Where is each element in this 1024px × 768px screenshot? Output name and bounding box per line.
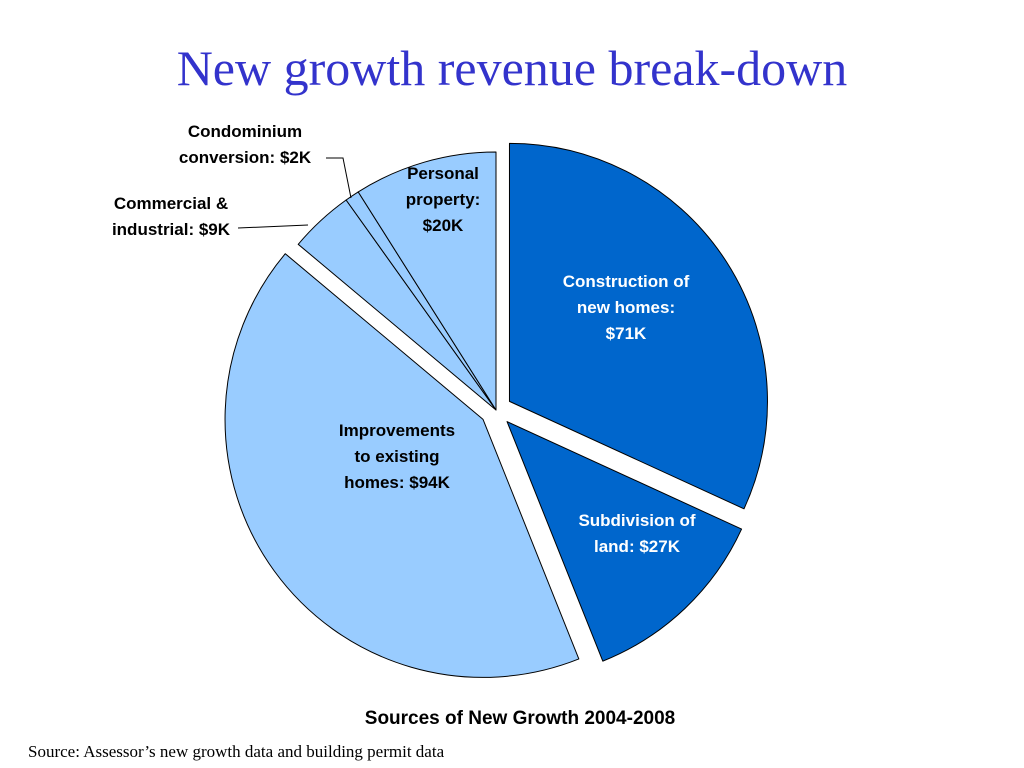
leader-line	[326, 157, 352, 199]
pie-slice	[506, 421, 743, 662]
pie-slice	[357, 151, 497, 411]
chart-title: Sources of New Growth 2004-2008	[364, 708, 676, 729]
slice-label: Condominium conversion: $2K	[179, 122, 312, 167]
slice-label: Commercial & industrial: $9K	[112, 194, 231, 239]
slide-title: New growth revenue break-down	[176, 40, 848, 96]
leader-line	[237, 224, 309, 229]
pie-slice	[224, 253, 580, 678]
source-note: Source: Assessor’s new growth data and b…	[28, 742, 445, 761]
slice-label: Personal property: $20K	[406, 164, 481, 235]
slice-label: Subdivision of land: $27K	[578, 511, 695, 556]
slice-label: Improvements to existing homes: $94K	[339, 421, 455, 492]
pie-slice	[508, 142, 768, 510]
slice-label: Construction of new homes: $71K	[563, 272, 690, 343]
